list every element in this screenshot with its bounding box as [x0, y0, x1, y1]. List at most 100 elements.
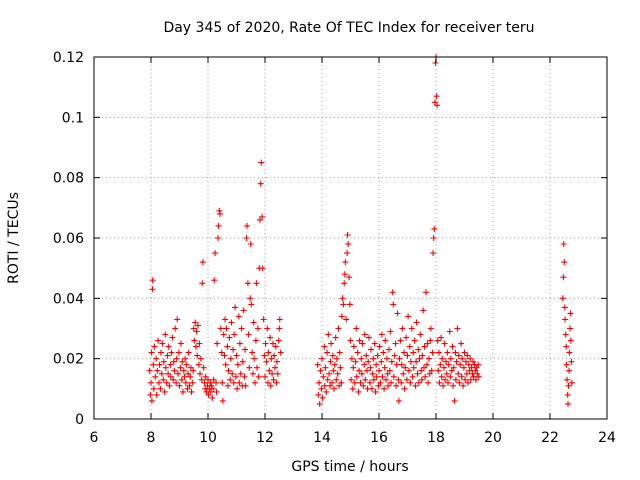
- data-point: [386, 346, 392, 353]
- data-point: [252, 379, 258, 386]
- data-point: [460, 382, 467, 389]
- data-point: [338, 379, 345, 386]
- x-tick-label: 22: [541, 430, 559, 446]
- data-point: [331, 361, 338, 368]
- data-point: [366, 379, 373, 386]
- data-point: [187, 373, 194, 380]
- data-point: [166, 382, 173, 389]
- data-point: [272, 364, 278, 371]
- data-point: [329, 352, 336, 359]
- data-point: [249, 349, 256, 356]
- data-point: [260, 316, 267, 323]
- data-point: [436, 379, 443, 386]
- data-point: [430, 235, 437, 241]
- data-points: [146, 54, 575, 407]
- data-point: [346, 274, 353, 281]
- data-point: [439, 355, 446, 362]
- data-point: [404, 352, 411, 359]
- data-point: [353, 325, 360, 332]
- data-point: [262, 373, 268, 380]
- data-point: [563, 343, 570, 350]
- x-tick-label: 24: [598, 430, 616, 446]
- data-point: [259, 265, 266, 272]
- data-point: [154, 367, 161, 374]
- data-point: [264, 325, 271, 332]
- data-point: [258, 159, 265, 166]
- data-point: [219, 397, 226, 404]
- data-point: [563, 361, 570, 368]
- data-point: [324, 376, 331, 383]
- data-point: [275, 337, 282, 344]
- data-point: [381, 385, 388, 392]
- data-point: [322, 364, 329, 371]
- data-point: [361, 331, 368, 338]
- data-point: [236, 379, 243, 386]
- data-point: [370, 355, 377, 362]
- data-point: [236, 340, 243, 347]
- data-point: [325, 331, 332, 338]
- data-point: [450, 364, 457, 371]
- data-point: [242, 382, 249, 389]
- data-point: [357, 379, 364, 386]
- data-point: [226, 334, 233, 341]
- data-point: [418, 376, 425, 383]
- data-point: [393, 361, 400, 368]
- data-point: [270, 376, 277, 383]
- data-point: [277, 349, 284, 356]
- data-point: [358, 370, 365, 377]
- data-point: [369, 370, 376, 377]
- data-point: [377, 379, 384, 386]
- data-point: [197, 355, 204, 362]
- data-point: [213, 379, 219, 386]
- data-point: [345, 241, 352, 247]
- data-point: [334, 370, 341, 377]
- data-point: [153, 391, 160, 398]
- data-point: [365, 358, 372, 365]
- data-point: [427, 325, 434, 332]
- data-point: [228, 319, 235, 326]
- data-point: [232, 304, 239, 311]
- data-point: [219, 379, 226, 386]
- data-point: [323, 388, 330, 395]
- data-point: [445, 379, 451, 386]
- data-point: [339, 295, 346, 302]
- data-point: [276, 316, 283, 323]
- data-point: [148, 379, 154, 386]
- data-point: [177, 340, 184, 347]
- data-point: [148, 397, 155, 404]
- data-point: [157, 385, 164, 392]
- data-point: [359, 340, 366, 347]
- data-point: [241, 373, 248, 380]
- data-point: [366, 334, 372, 341]
- data-point: [272, 343, 279, 350]
- data-point: [217, 325, 224, 332]
- data-point: [465, 361, 472, 368]
- x-tick-label: 20: [484, 430, 502, 446]
- data-point: [358, 355, 365, 362]
- data-point: [314, 361, 321, 368]
- data-point: [220, 331, 227, 338]
- data-point: [222, 361, 229, 368]
- data-point: [356, 337, 363, 344]
- data-point: [234, 385, 241, 392]
- data-point: [218, 349, 225, 356]
- y-tick-labels: 0 0.02 0.04 0.06 0.08 0.1 0.12: [53, 50, 84, 428]
- data-point: [199, 280, 206, 287]
- data-point: [463, 370, 470, 377]
- data-point: [421, 343, 428, 350]
- data-point: [211, 277, 218, 284]
- data-point: [251, 355, 258, 362]
- data-point: [400, 370, 407, 377]
- data-point: [379, 373, 386, 380]
- data-point: [227, 355, 234, 362]
- data-point: [259, 213, 266, 220]
- data-point: [350, 364, 357, 371]
- data-point: [412, 382, 419, 389]
- data-point: [171, 367, 178, 374]
- data-point: [158, 349, 164, 356]
- data-point: [434, 102, 441, 109]
- x-tick-label: 18: [427, 430, 445, 446]
- data-point: [336, 349, 343, 356]
- data-point: [399, 325, 406, 332]
